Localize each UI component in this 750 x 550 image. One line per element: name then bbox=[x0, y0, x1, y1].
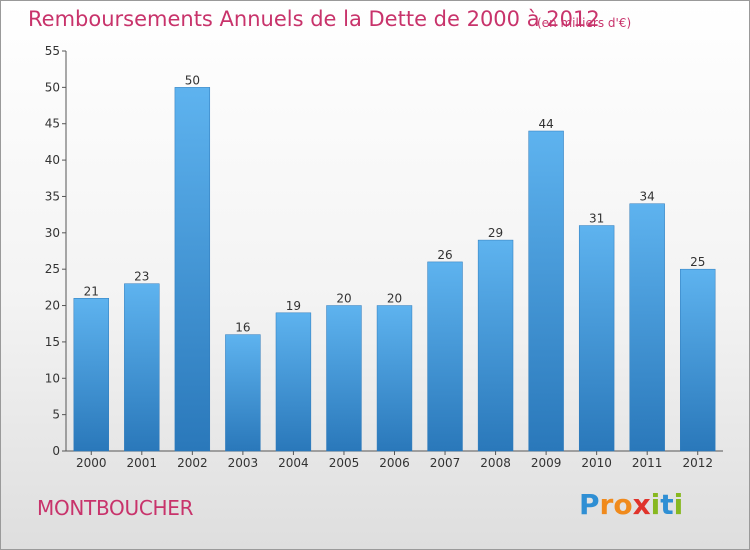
x-tick-label: 2011 bbox=[632, 456, 663, 470]
x-tick-label: 2006 bbox=[379, 456, 410, 470]
y-tick-label: 5 bbox=[52, 408, 60, 422]
data-label: 16 bbox=[235, 321, 250, 335]
logo-letter: x bbox=[632, 488, 651, 521]
data-label: 44 bbox=[538, 117, 553, 131]
x-tick-label: 2001 bbox=[127, 456, 158, 470]
data-label: 23 bbox=[134, 270, 149, 284]
x-tick-label: 2003 bbox=[228, 456, 259, 470]
data-labels: 21 23 50 16 19 20 20 26 29 44 31 34 25 bbox=[84, 73, 706, 334]
data-label: 31 bbox=[589, 212, 604, 226]
chart-title: Remboursements Annuels de la Dette de 20… bbox=[28, 7, 600, 31]
bar-2012 bbox=[680, 268, 716, 452]
x-tick-label: 2005 bbox=[329, 456, 360, 470]
bar-2002 bbox=[174, 87, 211, 452]
x-tick-label: 2002 bbox=[177, 456, 208, 470]
proxiti-logo: Proxiti bbox=[579, 488, 683, 521]
x-tick-label: 2008 bbox=[480, 456, 511, 470]
y-tick-label: 45 bbox=[45, 117, 60, 131]
y-tick-label: 55 bbox=[45, 44, 60, 58]
x-tick-label: 2004 bbox=[278, 456, 309, 470]
y-tick-label: 25 bbox=[45, 262, 60, 276]
bar-2009 bbox=[528, 130, 564, 452]
y-tick-label: 40 bbox=[45, 153, 60, 167]
data-label: 21 bbox=[84, 284, 99, 298]
x-tick-label: 2007 bbox=[430, 456, 461, 470]
x-tick-label: 2000 bbox=[76, 456, 107, 470]
bar-2011 bbox=[629, 203, 665, 452]
chart-subtitle: (en milliers d'€) bbox=[537, 16, 632, 30]
logo-letter: P bbox=[579, 488, 600, 521]
axes: 0 5 10 15 20 25 30 35 40 45 50 55 2000 2001 2002 2003 20… bbox=[45, 44, 723, 470]
bar-2008 bbox=[477, 239, 514, 452]
data-label: 20 bbox=[387, 292, 402, 306]
x-tick-label: 2010 bbox=[581, 456, 612, 470]
y-tick-label: 50 bbox=[45, 80, 60, 94]
logo-letter: o bbox=[613, 488, 633, 521]
x-tick-label: 2009 bbox=[531, 456, 562, 470]
bar-2001 bbox=[124, 283, 160, 452]
y-tick-label: 0 bbox=[52, 444, 60, 458]
bar-2006 bbox=[376, 305, 413, 452]
logo-letter: i bbox=[650, 488, 661, 521]
data-label: 26 bbox=[437, 248, 452, 262]
data-label: 29 bbox=[488, 226, 503, 240]
bar-2004 bbox=[275, 312, 312, 452]
logo-letter: i bbox=[673, 488, 684, 521]
data-label: 19 bbox=[286, 299, 301, 313]
commune-name: MONTBOUCHER bbox=[37, 496, 194, 520]
logo-letter: t bbox=[660, 488, 674, 521]
data-label: 50 bbox=[185, 73, 200, 87]
x-tick-label: 2012 bbox=[682, 456, 713, 470]
data-label: 34 bbox=[640, 190, 655, 204]
logo-letter: r bbox=[599, 488, 614, 521]
y-tick-label: 15 bbox=[45, 335, 60, 349]
bar-2005 bbox=[326, 305, 362, 452]
bar-2007 bbox=[427, 261, 463, 452]
data-label: 20 bbox=[336, 292, 351, 306]
y-tick-label: 30 bbox=[45, 226, 60, 240]
bar-2003 bbox=[225, 334, 261, 452]
bar-2010 bbox=[578, 225, 615, 452]
data-label: 25 bbox=[690, 255, 705, 269]
bar-2000 bbox=[73, 298, 109, 452]
y-tick-label: 20 bbox=[45, 299, 60, 313]
bars bbox=[73, 87, 716, 452]
y-tick-label: 35 bbox=[45, 189, 60, 203]
y-tick-label: 10 bbox=[45, 371, 60, 385]
